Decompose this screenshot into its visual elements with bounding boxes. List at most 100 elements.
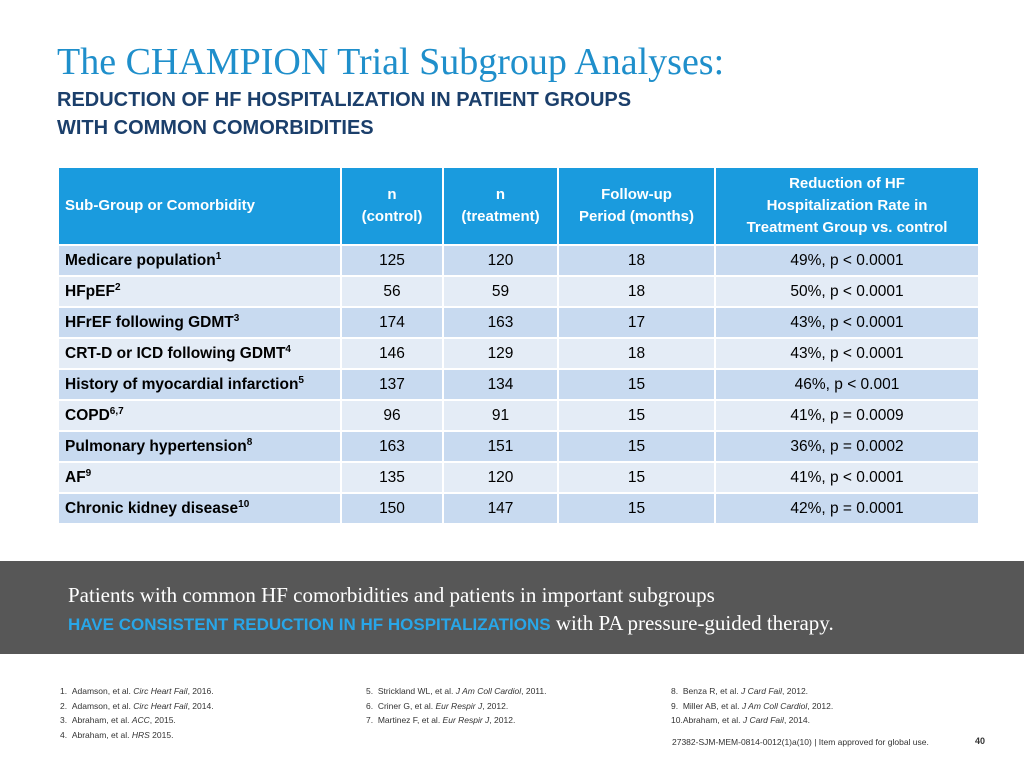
control-cell: 56 (340, 275, 444, 308)
reference-authors: Abraham, et al. (71, 715, 132, 725)
reference-number: 6. (366, 700, 374, 711)
reference-authors: Criner G, et al. (377, 700, 436, 711)
header-line: Reduction of HF (789, 175, 905, 192)
reference-superscript: 3 (233, 312, 240, 324)
subgroup-cell: HFrEF following GDMT3 (57, 306, 342, 339)
reference-item: 1. Adamson, et al. Circ Heart Fail, 2016… (60, 684, 214, 699)
reference-journal: Circ Heart Fail (133, 686, 188, 696)
treatment-cell: 147 (442, 492, 559, 525)
reference-item: 3. Abraham, et al. ACC, 2015. (60, 713, 214, 728)
reference-item: 4. Abraham, et al. HRS 2015. (60, 728, 214, 743)
header-line: n (495, 186, 506, 203)
banner-emphasis: HAVE CONSISTENT REDUCTION IN HF HOSPITAL… (68, 615, 551, 634)
reference-authors: Miller AB, et al. (682, 700, 742, 711)
reference-journal: J Card Fail (742, 715, 784, 725)
table-row: HFpEF2 56 59 18 50%, p < 0.0001 (57, 275, 980, 308)
treatment-cell: 120 (442, 461, 559, 494)
header-line: Sub-Group or Comorbidity (65, 197, 255, 214)
followup-cell: 15 (557, 430, 716, 463)
subgroup-cell: Pulmonary hypertension8 (57, 430, 342, 463)
table-row: AF9 135 120 15 41%, p < 0.0001 (57, 461, 980, 494)
control-cell: 125 (340, 244, 444, 277)
reference-journal: J Am Coll Cardiol (741, 700, 808, 711)
reference-journal: Eur Respir J (435, 700, 483, 711)
subgroup-name: History of myocardial infarction (65, 375, 299, 393)
reference-year: , 2011. (521, 686, 547, 696)
table-row: HFrEF following GDMT3 174 163 17 43%, p … (57, 306, 980, 339)
reference-superscript: 9 (85, 467, 92, 479)
reference-journal: Circ Heart Fail (133, 700, 188, 711)
followup-cell: 17 (557, 306, 716, 339)
reduction-cell: 43%, p < 0.0001 (714, 306, 980, 339)
header-subgroup: Sub-Group or Comorbidity (57, 166, 342, 246)
reference-number: 2. (60, 700, 68, 711)
treatment-cell: 134 (442, 368, 559, 401)
control-cell: 163 (340, 430, 444, 463)
reference-authors: Abraham, et al. (682, 715, 743, 725)
header-line: n (387, 186, 397, 203)
treatment-cell: 91 (442, 399, 559, 432)
header-line: Hospitalization Rate in (766, 197, 928, 214)
reference-year: , 2015. (149, 715, 176, 725)
reference-year: , 2014. (187, 700, 214, 711)
page-number: 40 (975, 736, 986, 746)
references-column-2: 5. Strickland WL, et al. J Am Coll Cardi… (366, 684, 547, 728)
subtitle-line-1: REDUCTION OF HF HOSPITALIZATION IN PATIE… (57, 89, 632, 111)
reduction-cell: 36%, p = 0.0002 (714, 430, 980, 463)
subgroup-name: COPD (65, 406, 110, 424)
followup-cell: 15 (557, 492, 716, 525)
slide-title: The CHAMPION Trial Subgroup Analyses: (57, 41, 725, 83)
table-row: Medicare population1 125 120 18 49%, p <… (57, 244, 980, 277)
reference-authors: Adamson, et al. (71, 700, 134, 711)
subgroup-name: AF (65, 468, 86, 486)
subgroup-cell: Medicare population1 (57, 244, 342, 277)
header-line: Period (months) (579, 208, 694, 225)
reference-superscript: 4 (285, 343, 291, 355)
subgroup-table: Sub-Group or Comorbidity n (control) n (… (57, 166, 980, 525)
reference-journal: HRS (131, 729, 150, 740)
conclusion-banner: Patients with common HF comorbidities an… (0, 561, 1024, 654)
reference-journal: J Am Coll Cardiol (455, 686, 522, 696)
table-row: History of myocardial infarction5 137 13… (57, 368, 980, 401)
reference-authors: Martinez F, et al. (377, 715, 443, 725)
table-header-row: Sub-Group or Comorbidity n (control) n (… (57, 166, 980, 246)
control-cell: 137 (340, 368, 444, 401)
reference-year: , 2014. (783, 715, 810, 725)
table-row: CRT-D or ICD following GDMT4 146 129 18 … (57, 337, 980, 370)
footer-code: 27382-SJM-MEM-0814-0012(1)a(10) | Item a… (672, 737, 929, 747)
references-column-1: 1. Adamson, et al. Circ Heart Fail, 2016… (60, 684, 214, 742)
header-line: (treatment) (461, 208, 540, 225)
subgroup-name: Chronic kidney disease (65, 499, 239, 517)
control-cell: 150 (340, 492, 444, 525)
reference-number: 1. (60, 686, 68, 696)
followup-cell: 15 (557, 461, 716, 494)
subgroup-name: Pulmonary hypertension (65, 437, 247, 455)
reference-number: 7. (366, 715, 374, 725)
subgroup-name: Medicare population (65, 251, 216, 269)
subgroup-cell: Chronic kidney disease10 (57, 492, 342, 525)
control-cell: 96 (340, 399, 444, 432)
references-column-3: 8. Benza R, et al. J Card Fail, 2012. 9.… (671, 684, 833, 728)
reduction-cell: 46%, p < 0.001 (714, 368, 980, 401)
followup-cell: 15 (557, 399, 716, 432)
reference-authors: Benza R, et al. (682, 686, 741, 696)
header-line: (control) (361, 208, 423, 225)
reference-year: 2015. (149, 729, 174, 740)
reference-item: 8. Benza R, et al. J Card Fail, 2012. (671, 684, 833, 699)
header-n-control: n (control) (340, 166, 444, 246)
reference-number: 4. (60, 729, 68, 740)
banner-line-2-rest: with PA pressure-guided therapy. (550, 611, 834, 635)
subgroup-name: CRT-D or ICD following GDMT (65, 344, 286, 362)
followup-cell: 18 (557, 337, 716, 370)
treatment-cell: 163 (442, 306, 559, 339)
subgroup-cell: CRT-D or ICD following GDMT4 (57, 337, 342, 370)
reference-year: , 2016. (187, 686, 214, 696)
treatment-cell: 129 (442, 337, 559, 370)
reference-year: , 2012. (489, 715, 516, 725)
subgroup-cell: COPD6,7 (57, 399, 342, 432)
control-cell: 174 (340, 306, 444, 339)
reference-authors: Adamson, et al. (71, 686, 134, 696)
reduction-cell: 49%, p < 0.0001 (714, 244, 980, 277)
reference-item: 6. Criner G, et al. Eur Respir J, 2012. (366, 699, 547, 714)
reduction-cell: 43%, p < 0.0001 (714, 337, 980, 370)
